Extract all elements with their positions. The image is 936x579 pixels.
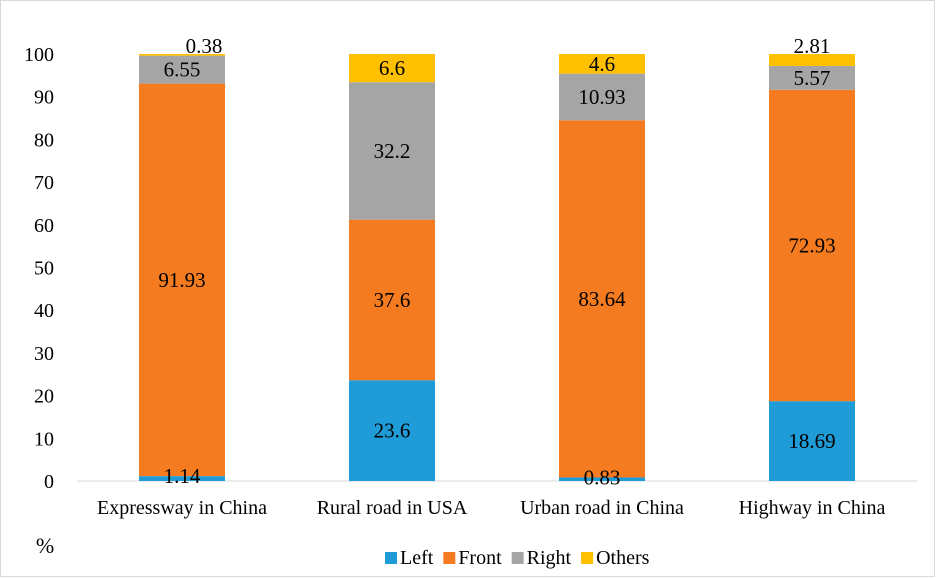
legend: Left Front Right Others	[385, 547, 650, 569]
legend-swatch	[581, 552, 594, 564]
data-label: 23.6	[374, 419, 411, 443]
y-tick-label: 0	[44, 471, 54, 493]
y-tick-labels: 0 10 20 30 40 50 60 70 80 90 100	[24, 44, 54, 493]
y-tick-label: 40	[34, 300, 54, 322]
data-label: 32.2	[374, 139, 411, 163]
bar-segment-left	[559, 477, 645, 481]
legend-label: Right	[527, 547, 572, 569]
bar-segment-right	[559, 73, 645, 121]
bar-segment-left	[139, 476, 225, 481]
category-label: Expressway in China	[97, 497, 267, 519]
legend-label: Front	[458, 547, 502, 569]
y-tick-label: 20	[34, 386, 54, 408]
y-tick-label: 90	[34, 87, 54, 109]
legend-swatch	[443, 552, 456, 564]
y-unit-label: %	[36, 533, 54, 558]
data-label: 0.83	[584, 465, 621, 489]
data-label: 0.38	[186, 34, 223, 58]
y-tick-label: 80	[34, 129, 54, 151]
data-label: 6.6	[379, 56, 405, 80]
y-tick-label: 10	[34, 428, 54, 450]
bar-segment-others	[349, 54, 435, 83]
data-label: 10.93	[578, 85, 625, 109]
bar-segment-others	[769, 54, 855, 66]
bars	[139, 54, 855, 481]
legend-swatch	[385, 552, 397, 564]
legend-label: Left	[400, 547, 434, 569]
category-label: Urban road in China	[520, 497, 684, 519]
data-label: 37.6	[374, 288, 411, 312]
legend-label: Others	[596, 547, 650, 569]
bar-segment-others	[139, 54, 225, 56]
data-label: 6.55	[164, 58, 201, 82]
bar-segment-front	[769, 89, 855, 402]
data-label: 5.57	[794, 66, 831, 90]
category-label: Highway in China	[739, 497, 886, 519]
bar-segment-right	[139, 55, 225, 84]
bar-segment-right	[349, 82, 435, 220]
category-labels: Expressway in China Rural road in USA Urba…	[97, 497, 885, 519]
bar-segment-front	[559, 120, 645, 478]
data-label: 2.81	[794, 34, 831, 58]
bar-segment-left	[769, 401, 855, 481]
y-tick-label: 50	[34, 258, 54, 280]
data-labels: 1.14 91.93 6.550.38 23.6 37.6 32.2 6.6 0.83 83.6…	[158, 34, 835, 489]
bar-segment-front	[349, 219, 435, 381]
data-label: 83.64	[578, 287, 626, 311]
y-tick-label: 30	[34, 343, 54, 365]
bar-segment-left	[349, 380, 435, 481]
bar-segment-right	[769, 65, 855, 90]
data-label: 1.14	[164, 464, 201, 488]
y-tick-label: 60	[34, 215, 54, 237]
legend-swatch	[511, 552, 524, 564]
category-label: Rural road in USA	[317, 497, 468, 519]
bar-segment-others	[559, 54, 645, 74]
data-label: 72.93	[788, 233, 835, 257]
data-label: 91.93	[158, 268, 205, 292]
data-label: 4.6	[589, 52, 615, 76]
bar-segment-front	[139, 83, 225, 477]
y-tick-label: 70	[34, 172, 54, 194]
y-tick-label: 100	[24, 44, 54, 66]
data-label: 18.69	[788, 429, 835, 453]
